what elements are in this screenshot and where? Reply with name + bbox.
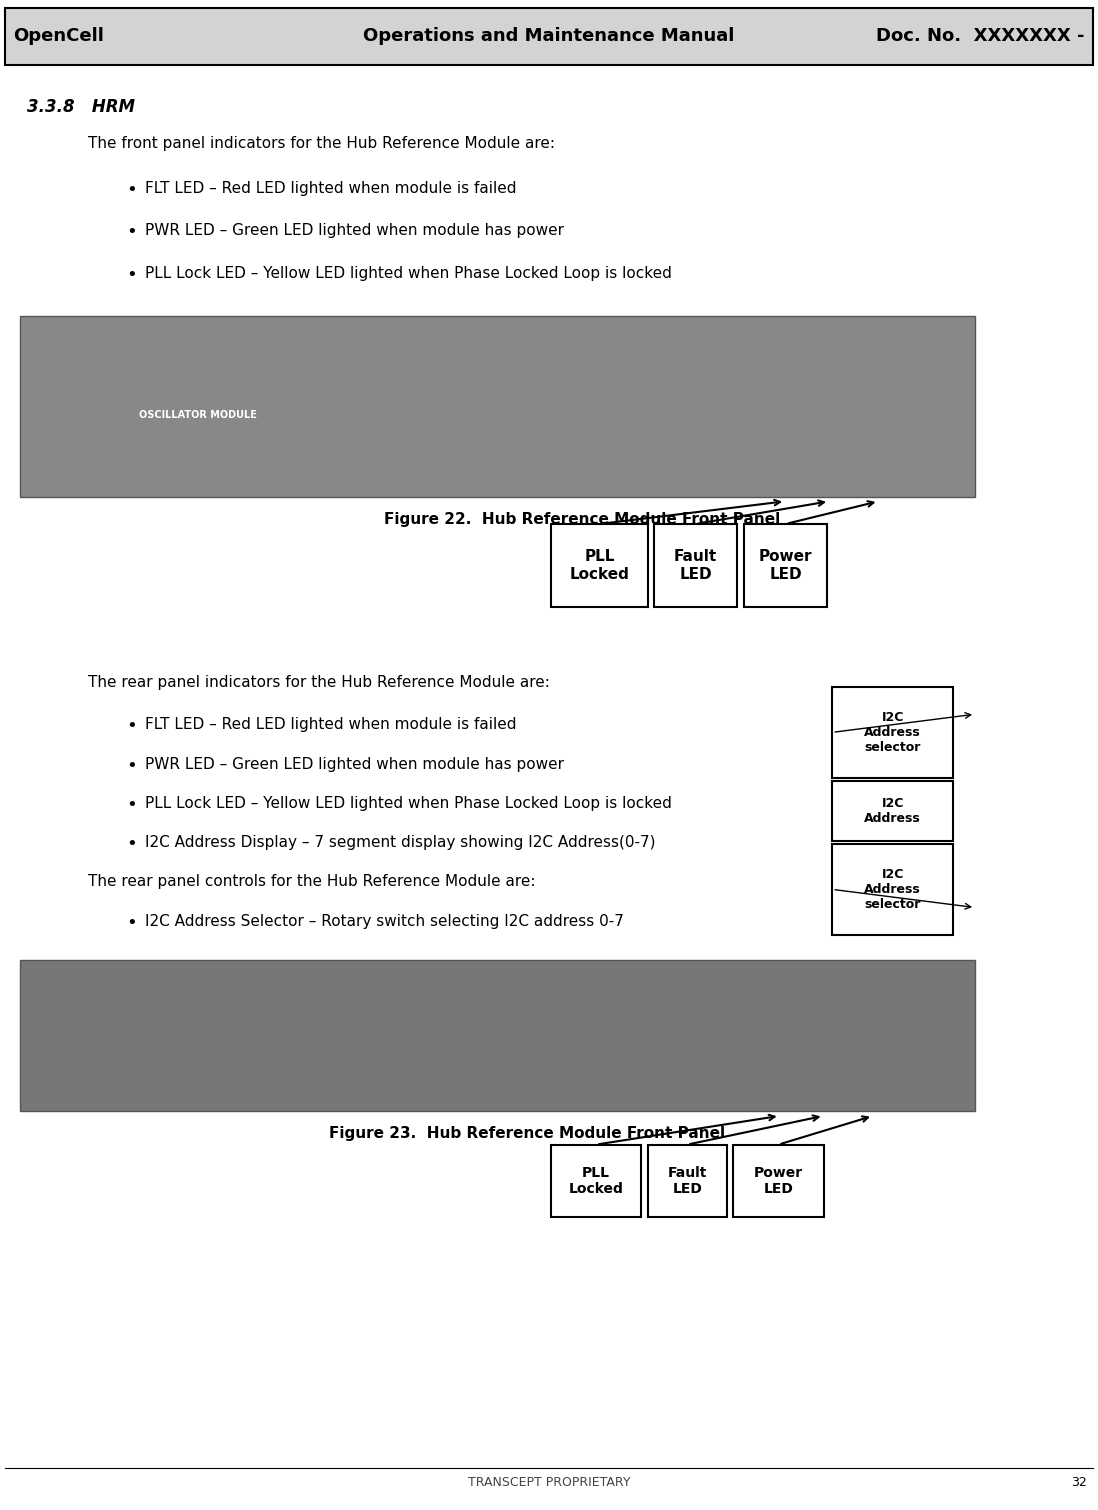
FancyBboxPatch shape bbox=[20, 316, 975, 497]
Text: Operations and Maintenance Manual: Operations and Maintenance Manual bbox=[363, 27, 735, 45]
Text: The front panel indicators for the Hub Reference Module are:: The front panel indicators for the Hub R… bbox=[88, 136, 554, 151]
Text: •: • bbox=[126, 914, 137, 932]
Text: The rear panel controls for the Hub Reference Module are:: The rear panel controls for the Hub Refe… bbox=[88, 874, 536, 889]
FancyBboxPatch shape bbox=[832, 687, 953, 778]
Text: 3.3.8   HRM: 3.3.8 HRM bbox=[27, 98, 135, 116]
Text: Fault
LED: Fault LED bbox=[668, 1166, 707, 1196]
Text: I2C
Address
selector: I2C Address selector bbox=[864, 711, 921, 753]
FancyBboxPatch shape bbox=[551, 1145, 641, 1217]
Text: The rear panel indicators for the Hub Reference Module are:: The rear panel indicators for the Hub Re… bbox=[88, 675, 550, 690]
Text: PLL
Locked: PLL Locked bbox=[570, 550, 629, 581]
Text: I2C Address Display – 7 segment display showing I2C Address(0-7): I2C Address Display – 7 segment display … bbox=[145, 835, 656, 850]
Text: TRANSCEPT PROPRIETARY: TRANSCEPT PROPRIETARY bbox=[468, 1477, 630, 1489]
FancyBboxPatch shape bbox=[654, 524, 737, 607]
Text: •: • bbox=[126, 181, 137, 199]
FancyBboxPatch shape bbox=[551, 524, 648, 607]
Text: Figure 22.  Hub Reference Module Front Panel: Figure 22. Hub Reference Module Front Pa… bbox=[384, 512, 781, 527]
FancyBboxPatch shape bbox=[5, 8, 1093, 65]
Text: PLL
Locked: PLL Locked bbox=[569, 1166, 624, 1196]
FancyBboxPatch shape bbox=[832, 844, 953, 935]
Text: •: • bbox=[126, 796, 137, 814]
FancyBboxPatch shape bbox=[744, 524, 827, 607]
Text: 32: 32 bbox=[1072, 1477, 1087, 1489]
Text: I2C
Address
selector: I2C Address selector bbox=[864, 868, 921, 911]
Text: •: • bbox=[126, 835, 137, 853]
FancyBboxPatch shape bbox=[20, 960, 975, 1111]
Text: PLL Lock LED – Yellow LED lighted when Phase Locked Loop is locked: PLL Lock LED – Yellow LED lighted when P… bbox=[145, 266, 672, 281]
Text: PWR LED – Green LED lighted when module has power: PWR LED – Green LED lighted when module … bbox=[145, 757, 564, 772]
Text: FLT LED – Red LED lighted when module is failed: FLT LED – Red LED lighted when module is… bbox=[145, 717, 516, 732]
Text: PLL Lock LED – Yellow LED lighted when Phase Locked Loop is locked: PLL Lock LED – Yellow LED lighted when P… bbox=[145, 796, 672, 811]
Text: FLT LED – Red LED lighted when module is failed: FLT LED – Red LED lighted when module is… bbox=[145, 181, 516, 196]
Text: •: • bbox=[126, 223, 137, 242]
Text: PWR LED – Green LED lighted when module has power: PWR LED – Green LED lighted when module … bbox=[145, 223, 564, 239]
FancyBboxPatch shape bbox=[733, 1145, 824, 1217]
Text: Doc. No.  XXXXXXX -: Doc. No. XXXXXXX - bbox=[876, 27, 1085, 45]
FancyBboxPatch shape bbox=[648, 1145, 727, 1217]
FancyBboxPatch shape bbox=[832, 781, 953, 841]
Text: Fault
LED: Fault LED bbox=[674, 550, 717, 581]
Text: Figure 23.  Hub Reference Module Front Panel: Figure 23. Hub Reference Module Front Pa… bbox=[329, 1126, 726, 1142]
Text: •: • bbox=[126, 757, 137, 775]
Text: •: • bbox=[126, 717, 137, 735]
Text: I2C Address Selector – Rotary switch selecting I2C address 0-7: I2C Address Selector – Rotary switch sel… bbox=[145, 914, 624, 929]
Text: Power
LED: Power LED bbox=[754, 1166, 803, 1196]
Text: I2C
Address: I2C Address bbox=[864, 797, 921, 824]
Text: OSCILLATOR MODULE: OSCILLATOR MODULE bbox=[138, 411, 257, 420]
Text: •: • bbox=[126, 266, 137, 284]
Text: OpenCell: OpenCell bbox=[13, 27, 104, 45]
Text: Power
LED: Power LED bbox=[759, 550, 813, 581]
